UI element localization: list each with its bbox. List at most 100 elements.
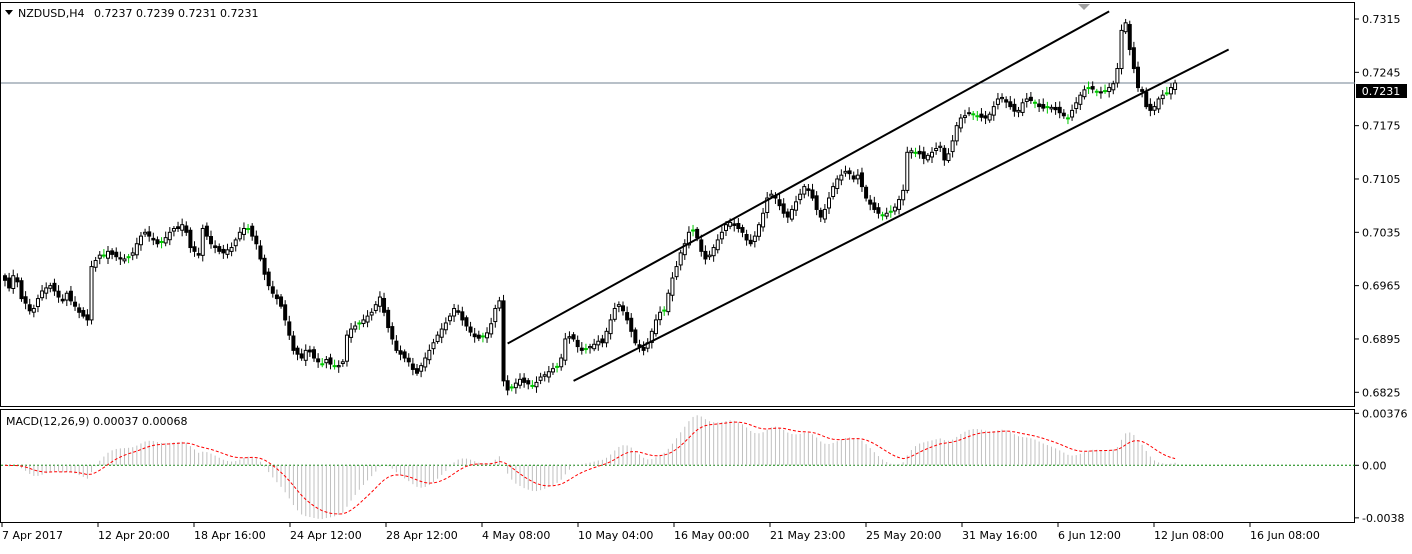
candle-body <box>320 363 325 366</box>
candle-body <box>489 323 494 335</box>
chart-shift-marker-icon[interactable] <box>1078 4 1090 10</box>
candle-body <box>641 346 646 351</box>
candle-body <box>258 245 263 260</box>
candle-body <box>736 223 741 229</box>
candle-body <box>843 170 848 174</box>
candle-body <box>715 239 720 251</box>
candle-body <box>897 199 902 210</box>
candle-body <box>983 115 988 119</box>
candle-body <box>1156 98 1161 110</box>
candle-body <box>283 304 288 321</box>
candle-body <box>1028 96 1033 102</box>
candle-body <box>497 300 502 309</box>
candle-body <box>250 225 255 237</box>
candle-body <box>1127 24 1132 50</box>
candle-body <box>328 357 333 365</box>
candle-body <box>740 227 745 233</box>
candle-body <box>93 259 98 268</box>
candle-body <box>1000 96 1005 100</box>
candle-body <box>332 365 337 368</box>
candle-body <box>571 334 576 340</box>
time-axis-label: 28 Apr 12:00 <box>386 529 458 542</box>
candle-body <box>1136 66 1140 89</box>
macd-indicator-label: MACD(12,26,9) 0.00037 0.00068 <box>6 415 188 428</box>
candle-body <box>1152 106 1157 111</box>
candle-body <box>476 334 481 339</box>
candle-body <box>678 252 683 266</box>
candle-body <box>48 285 53 289</box>
candle-body <box>200 227 205 256</box>
candle-body <box>847 170 852 175</box>
candle-body <box>555 365 560 368</box>
candle-body <box>839 174 844 181</box>
candle-body <box>629 317 634 332</box>
candle-body <box>167 231 172 241</box>
candle-body <box>884 212 889 217</box>
candle-body <box>291 335 296 351</box>
candle-body <box>921 151 926 159</box>
candle-body <box>410 363 415 370</box>
candle-body <box>439 328 444 338</box>
candle-body <box>122 258 127 262</box>
candle-body <box>1094 90 1099 93</box>
candle-body <box>118 257 123 260</box>
candle-body <box>246 227 251 230</box>
candle-body <box>682 243 687 256</box>
time-axis-label: 31 May 16:00 <box>962 529 1037 542</box>
candle-body <box>913 151 918 154</box>
candle-body <box>262 257 267 275</box>
candle-body <box>806 188 811 191</box>
candle-body <box>769 193 774 197</box>
price-axis-label: 0.7105 <box>1362 173 1401 186</box>
candle-body <box>468 326 473 333</box>
candle-body <box>991 106 996 116</box>
price-axis-label: 0.7245 <box>1362 66 1401 79</box>
candle-body <box>942 147 947 161</box>
candle-body <box>954 125 959 142</box>
upper-channel-line[interactable] <box>507 10 1110 345</box>
candle-body <box>859 172 864 188</box>
time-axis-label: 16 May 00:00 <box>674 529 749 542</box>
candle-body <box>229 247 234 252</box>
candle-body <box>724 224 728 231</box>
candle-body <box>814 195 819 210</box>
candle-body <box>530 384 535 387</box>
current-price-label: 0.7231 <box>1362 85 1401 98</box>
symbol-menu-icon[interactable] <box>5 10 13 15</box>
candle-body <box>538 376 543 381</box>
candle-body <box>279 296 284 307</box>
candle-body <box>85 314 90 321</box>
candle-body <box>460 311 465 321</box>
candle-body <box>592 343 597 350</box>
candle-body <box>588 346 593 349</box>
time-axis-label: 18 Apr 16:00 <box>194 529 266 542</box>
candle-body <box>447 315 452 322</box>
candle-body <box>472 333 477 338</box>
candle-body <box>270 286 275 294</box>
candle-body <box>274 294 279 300</box>
candle-body <box>126 256 131 259</box>
candle-body <box>316 358 321 363</box>
time-axis-label: 12 Apr 20:00 <box>98 529 170 542</box>
candle-body <box>662 309 667 312</box>
candle-body <box>138 235 143 246</box>
candle-body <box>1090 86 1095 90</box>
lower-channel-line[interactable] <box>573 48 1230 382</box>
candle-body <box>851 175 856 180</box>
price-panel-frame <box>0 2 1355 407</box>
price-axis-label: 0.6825 <box>1362 386 1401 399</box>
candle-body <box>633 329 638 344</box>
candle-body <box>377 296 382 307</box>
candle-body <box>967 112 972 115</box>
candle-body <box>31 307 36 313</box>
candle-body <box>950 140 955 153</box>
candle-body <box>649 330 654 343</box>
candle-body <box>835 178 840 189</box>
candle-body <box>147 231 152 237</box>
candle-body <box>1164 92 1169 95</box>
candle-body <box>744 233 749 241</box>
time-axis-label: 4 May 08:00 <box>482 529 550 542</box>
candle-body <box>204 225 209 237</box>
